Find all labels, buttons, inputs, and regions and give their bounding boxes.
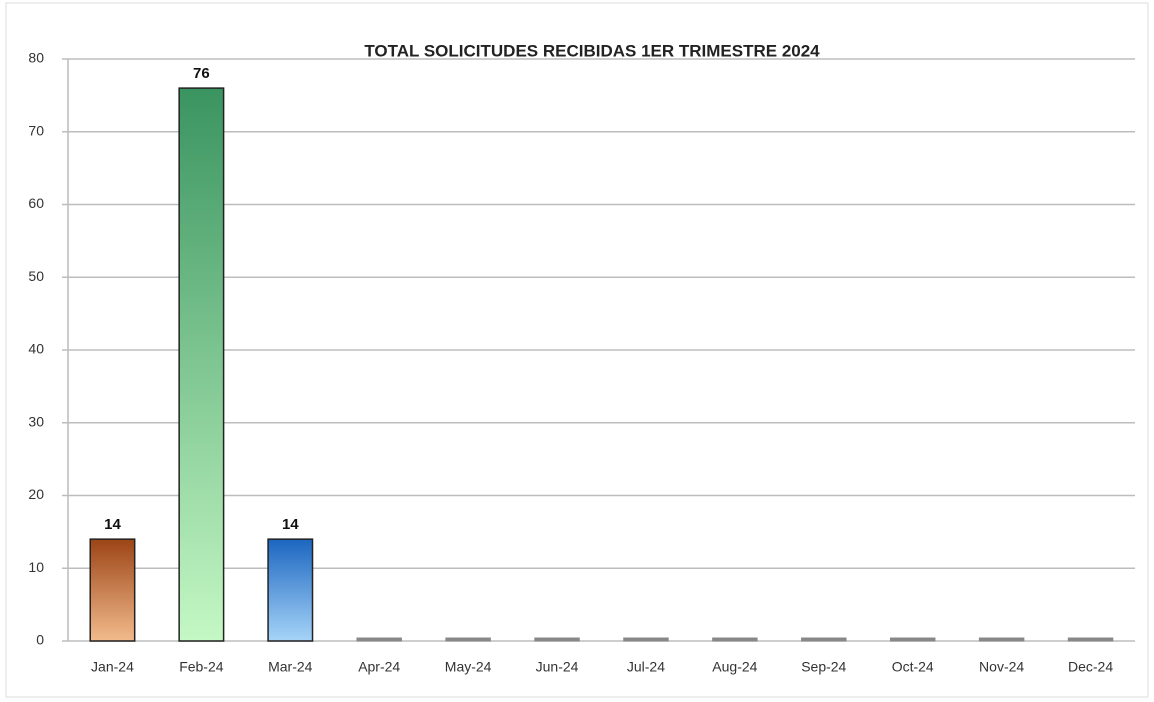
bar — [534, 637, 580, 642]
bar — [889, 637, 936, 642]
x-tick-label: Dec-24 — [1068, 659, 1113, 675]
y-tick-label: 50 — [28, 268, 44, 284]
x-tick-label: Apr-24 — [358, 659, 400, 675]
x-tick-label: Oct-24 — [892, 659, 934, 675]
bar — [623, 637, 669, 642]
y-tick-label: 10 — [28, 559, 44, 575]
bar — [712, 637, 758, 642]
value-label: 76 — [193, 65, 210, 82]
y-tick-label: 30 — [28, 413, 44, 429]
x-tick-label: Jan-24 — [91, 659, 134, 675]
x-tick-label: May-24 — [445, 659, 492, 675]
chart-title: TOTAL SOLICITUDES RECIBIDAS 1ER TRIMESTR… — [364, 41, 820, 60]
bar — [178, 87, 225, 642]
value-label: 14 — [104, 516, 121, 533]
x-tick-label: Mar-24 — [268, 659, 313, 675]
bar — [978, 637, 1025, 642]
x-tick-label: Jun-24 — [536, 659, 579, 675]
y-tick-label: 60 — [28, 195, 44, 211]
y-tick-label: 40 — [28, 341, 44, 357]
x-tick-label: Nov-24 — [979, 659, 1024, 675]
bar — [445, 637, 491, 642]
value-label: 14 — [282, 516, 299, 533]
x-tick-label: Sep-24 — [801, 659, 846, 675]
x-tick-label: Jul-24 — [627, 659, 665, 675]
y-tick-label: 80 — [28, 50, 44, 66]
y-tick-label: 0 — [36, 632, 44, 648]
bar — [356, 637, 402, 642]
x-tick-label: Aug-24 — [712, 659, 757, 675]
bar — [801, 637, 847, 642]
chart-border — [5, 2, 1149, 698]
bar — [89, 538, 136, 642]
y-tick-label: 20 — [28, 486, 44, 502]
x-tick-label: Feb-24 — [179, 659, 224, 675]
bar — [267, 538, 314, 642]
bar — [1067, 637, 1114, 642]
y-tick-label: 70 — [28, 122, 44, 138]
